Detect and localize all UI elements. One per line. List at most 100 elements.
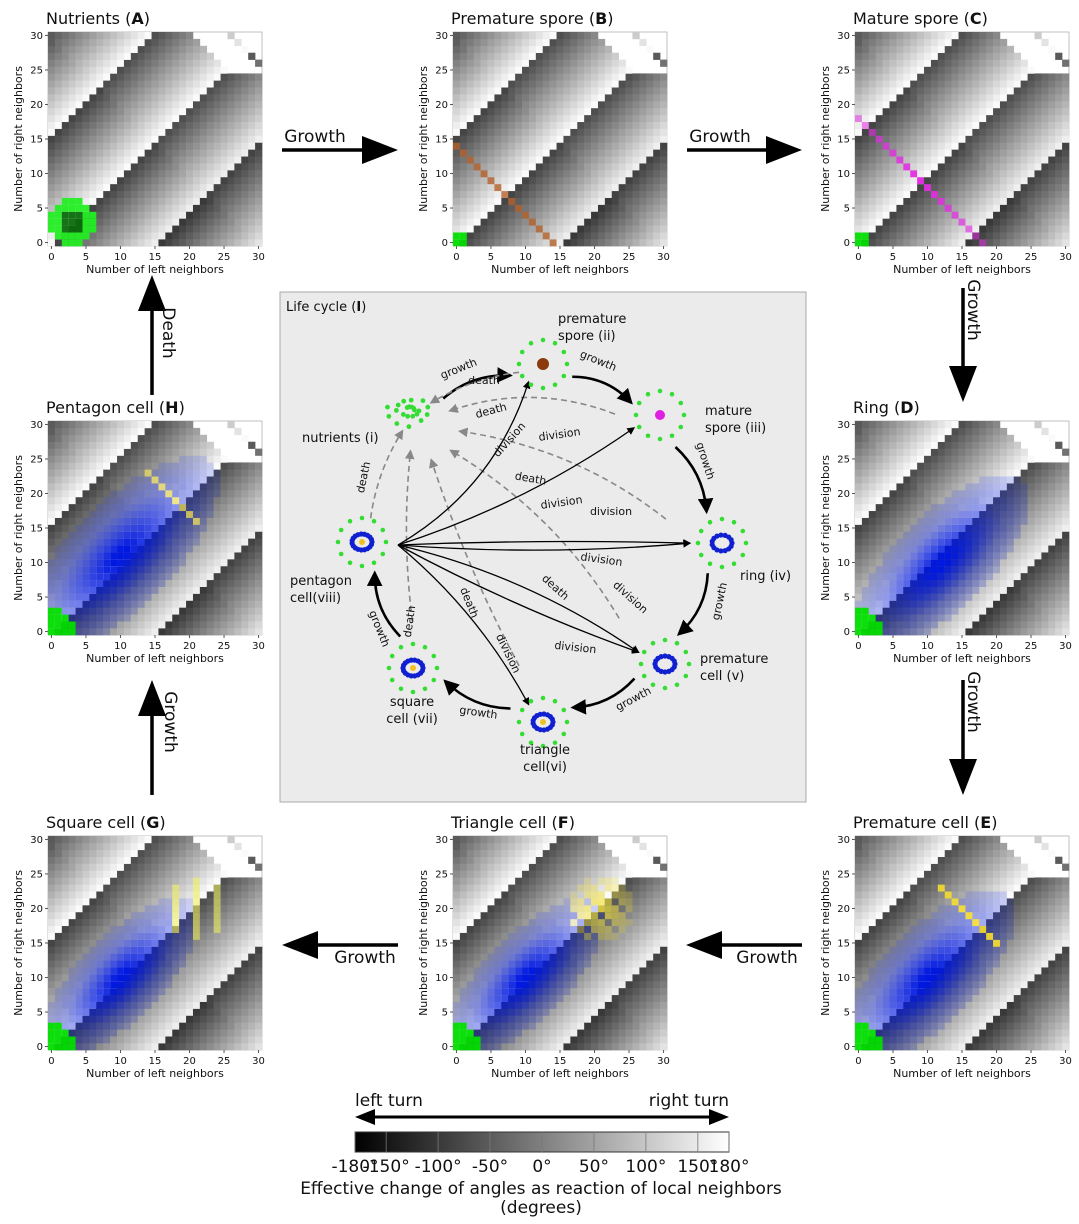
- heatmap-cell: [563, 129, 570, 136]
- heatmap-cell: [488, 87, 495, 94]
- heatmap-cell: [626, 67, 633, 74]
- heatmap-cell: [917, 836, 924, 843]
- heatmap-cell: [993, 191, 1000, 198]
- heatmap-cell: [1048, 587, 1055, 594]
- heatmap-cell: [1048, 483, 1055, 490]
- heatmap-cell: [1034, 538, 1041, 545]
- heatmap-overlay: [1000, 504, 1007, 511]
- heatmap-cell: [117, 225, 124, 232]
- heatmap-cell: [460, 53, 467, 60]
- heatmap-cell: [972, 80, 979, 87]
- heatmap-cell: [501, 136, 508, 143]
- heatmap-cell: [138, 46, 145, 53]
- heatmap-cell: [883, 940, 890, 947]
- heatmap-cell: [619, 177, 626, 184]
- heatmap-cell: [890, 184, 897, 191]
- heatmap-cell: [924, 905, 931, 912]
- heatmap-cell: [165, 198, 172, 205]
- heatmap-cell: [938, 129, 945, 136]
- heatmap-overlay: [467, 156, 474, 163]
- heatmap-cell: [993, 136, 1000, 143]
- heatmap-cell: [474, 39, 481, 46]
- heatmap-overlay: [938, 960, 945, 967]
- heatmap-cell: [481, 101, 488, 108]
- heatmap-cell: [453, 170, 460, 177]
- heatmap-cell: [124, 177, 131, 184]
- heatmap-cell: [1055, 538, 1062, 545]
- heatmap-overlay: [993, 497, 1000, 504]
- heatmap-cell: [584, 177, 591, 184]
- heatmap-cell: [959, 871, 966, 878]
- heatmap-cell: [186, 218, 193, 225]
- heatmap-cell: [474, 142, 481, 149]
- heatmap-cell: [1014, 115, 1021, 122]
- heatmap-overlay: [1007, 518, 1014, 525]
- heatmap-cell: [862, 531, 869, 538]
- heatmap-cell: [598, 156, 605, 163]
- heatmap-cell: [494, 136, 501, 143]
- heatmap-cell: [883, 80, 890, 87]
- heatmap-cell: [1034, 614, 1041, 621]
- heatmap-cell: [869, 531, 876, 538]
- heatmap-cell: [1028, 607, 1035, 614]
- heatmap-overlay: [1000, 490, 1007, 497]
- heatmap-cell: [626, 177, 633, 184]
- title-part: Premature spore (: [451, 9, 595, 28]
- heatmap-cell: [890, 857, 897, 864]
- heatmap-cell: [494, 53, 501, 60]
- heatmap-cell: [570, 232, 577, 239]
- x-tick-label: 10: [519, 252, 532, 263]
- heatmap-cell: [1048, 184, 1055, 191]
- heatmap-cell: [543, 60, 550, 67]
- heatmap-overlay: [862, 232, 869, 239]
- heatmap-overlay: [979, 580, 986, 587]
- heatmap-cell: [876, 559, 883, 566]
- heatmap-cell: [869, 73, 876, 80]
- heatmap-cell: [605, 122, 612, 129]
- heatmap-cell: [76, 177, 83, 184]
- heatmap-cell: [959, 483, 966, 490]
- heatmap-cell: [453, 177, 460, 184]
- heatmap-cell: [903, 843, 910, 850]
- heatmap-cell: [474, 101, 481, 108]
- heatmap-cell: [619, 67, 626, 74]
- heatmap-overlay: [903, 1022, 910, 1029]
- heatmap-cell: [1000, 198, 1007, 205]
- heatmap-overlay: [890, 960, 897, 967]
- heatmap-cell: [896, 518, 903, 525]
- heatmap-cell: [1000, 580, 1007, 587]
- heatmap-overlay: [910, 1002, 917, 1009]
- heatmap-cell: [1007, 580, 1014, 587]
- heatmap-overlay: [910, 573, 917, 580]
- heatmap-cell: [172, 115, 179, 122]
- heatmap-cell: [855, 511, 862, 518]
- heatmap-cell: [965, 163, 972, 170]
- heatmap-cell: [646, 149, 653, 156]
- heatmap-cell: [965, 628, 972, 635]
- heatmap-cell: [890, 912, 897, 919]
- x-tick-label: 15: [956, 641, 969, 652]
- x-axis-label: Number of left neighbors: [491, 263, 629, 276]
- heatmap-cell: [862, 442, 869, 449]
- heatmap-overlay: [965, 525, 972, 532]
- heatmap-cell: [536, 67, 543, 74]
- heatmap-cell: [910, 905, 917, 912]
- heatmap-cell: [876, 218, 883, 225]
- heatmap-cell: [660, 60, 667, 67]
- heatmap-cell: [536, 94, 543, 101]
- heatmap-cell: [646, 94, 653, 101]
- heatmap-cell: [494, 177, 501, 184]
- heatmap-cell: [910, 843, 917, 850]
- heatmap-cell: [1055, 163, 1062, 170]
- heatmap-cell: [193, 184, 200, 191]
- heatmap-cell: [972, 170, 979, 177]
- heatmap-cell: [903, 912, 910, 919]
- heatmap-overlay: [896, 566, 903, 573]
- heatmap-cell: [501, 122, 508, 129]
- heatmap-cell: [467, 198, 474, 205]
- heatmap-cell: [227, 170, 234, 177]
- heatmap-cell: [1007, 67, 1014, 74]
- heatmap-cell: [952, 129, 959, 136]
- heatmap-cell: [869, 39, 876, 46]
- heatmap-cell: [959, 435, 966, 442]
